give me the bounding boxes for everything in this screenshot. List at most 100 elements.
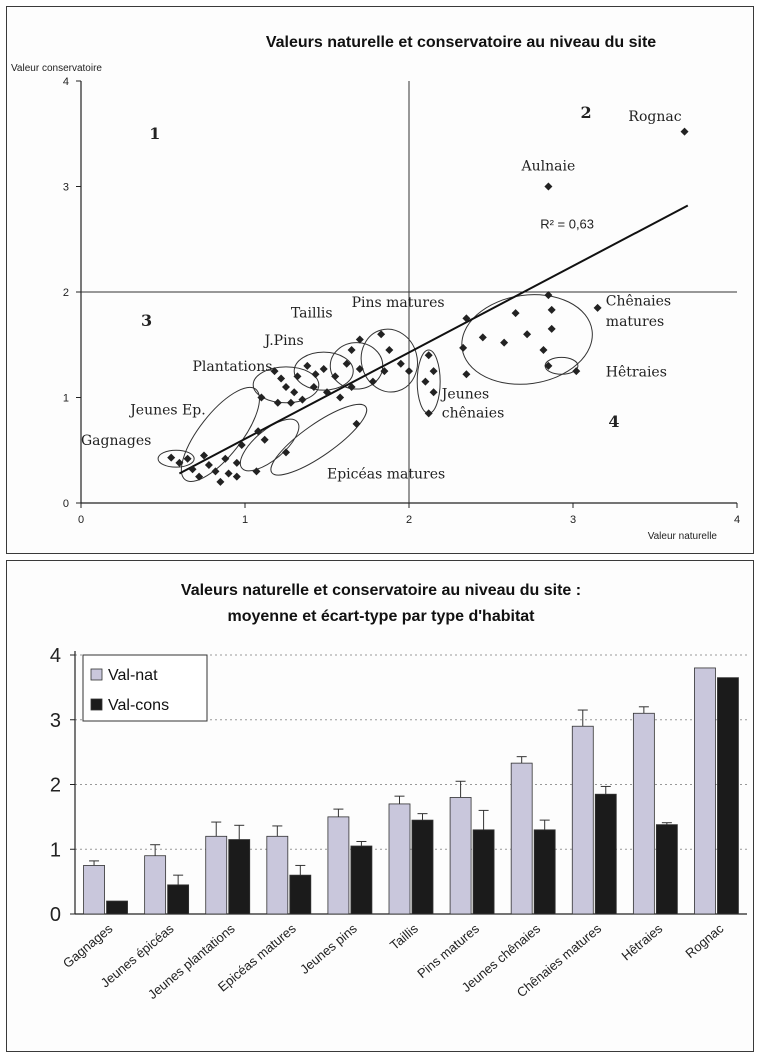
data-point [298,395,307,404]
bar-val-nat [449,797,472,915]
bar-val-nat [266,835,289,915]
data-point [342,359,351,368]
data-point [286,398,295,407]
group-label: J.Pins [263,333,304,349]
data-point [368,377,377,386]
group-label: chênaies [442,406,504,422]
data-point [211,467,220,476]
group-label: Rognac [628,109,681,125]
data-point [396,359,405,368]
quadrant-label: 2 [581,103,592,122]
data-point [355,365,364,374]
y-tick-label: 0 [50,904,61,926]
legend-box [82,654,208,722]
y-tick-label: 2 [63,287,69,299]
bar-val-nat [83,865,105,915]
x-tick-label: Gagnages [60,920,116,970]
data-point [232,458,241,467]
x-tick-label: Hêtraies [619,920,666,963]
regression-line [178,204,689,475]
bar-val-cons [106,900,128,915]
x-tick-label: Taillis [387,920,421,952]
x-axis-label: Valeur naturelle [648,531,718,542]
y-tick-label: 1 [63,393,69,405]
data-point [544,291,553,300]
data-point [252,467,261,476]
group-outline [293,351,354,391]
data-point [347,346,356,355]
bar-chart-panel: Valeurs naturelle et conservatoire au ni… [6,560,754,1052]
bar-val-nat [144,855,167,915]
data-point [270,367,279,376]
data-point [224,469,233,478]
data-point [195,472,204,481]
data-point [290,388,299,397]
x-tick-label: Jeunes pins [297,920,360,976]
data-point [347,382,356,391]
data-point [204,461,213,470]
data-point [200,451,208,460]
regression-label: R² = 0,63 [540,217,594,232]
data-point [593,303,602,312]
bar-val-cons [472,829,495,915]
data-point [424,409,433,418]
legend-label: Val-nat [108,667,158,684]
x-tick-label: 2 [406,514,412,526]
x-tick-label: 0 [78,514,84,526]
bar-val-cons [350,845,373,915]
data-point [331,372,340,381]
bar-val-nat [388,803,411,915]
data-point [544,361,553,370]
y-tick-label: 0 [63,498,69,510]
group-outline [180,386,260,482]
data-point [277,374,286,383]
data-point [311,370,320,379]
data-point [421,377,430,386]
data-point [380,367,389,376]
data-point [237,440,246,449]
bar-val-nat [571,725,594,915]
data-point [377,330,386,339]
group-label: Plantations [193,359,273,375]
data-point [572,367,581,376]
data-point [282,448,290,457]
group-outline [360,328,418,393]
data-point [459,343,468,352]
group-outline [252,366,320,404]
data-point [547,324,556,333]
bar-val-nat [205,835,228,915]
group-label: Jeunes Ep. [128,402,205,418]
group-label: Chênaies [606,294,671,310]
bar-val-nat [694,667,716,915]
data-point [309,382,318,391]
legend-swatch [90,668,103,681]
legend-swatch [90,698,103,711]
group-label: matures [606,314,664,330]
data-point [355,335,364,344]
data-point [175,458,184,467]
group-label: Pins matures [352,295,445,311]
y-axis-label: Valeur conservatoire [11,63,102,74]
data-point [478,333,487,342]
x-tick-label: Rognac [682,920,726,961]
group-label: Gagnages [81,433,151,449]
data-point [221,454,230,463]
data-point [232,472,241,481]
bar-val-cons [594,793,617,915]
bar-val-cons [655,824,678,915]
bar-val-nat [632,712,655,915]
data-point [303,361,312,370]
quadrant-label: 4 [608,412,619,431]
bar-val-nat [510,762,533,915]
data-point [405,367,413,376]
data-point [319,365,328,374]
data-point [336,393,345,402]
group-label: Hêtraies [606,364,667,380]
y-tick-label: 4 [63,76,69,88]
y-tick-label: 2 [50,775,61,797]
data-point [385,346,394,355]
data-point [429,388,438,397]
data-point [282,382,290,391]
data-point [352,419,361,428]
y-tick-label: 3 [50,710,61,732]
